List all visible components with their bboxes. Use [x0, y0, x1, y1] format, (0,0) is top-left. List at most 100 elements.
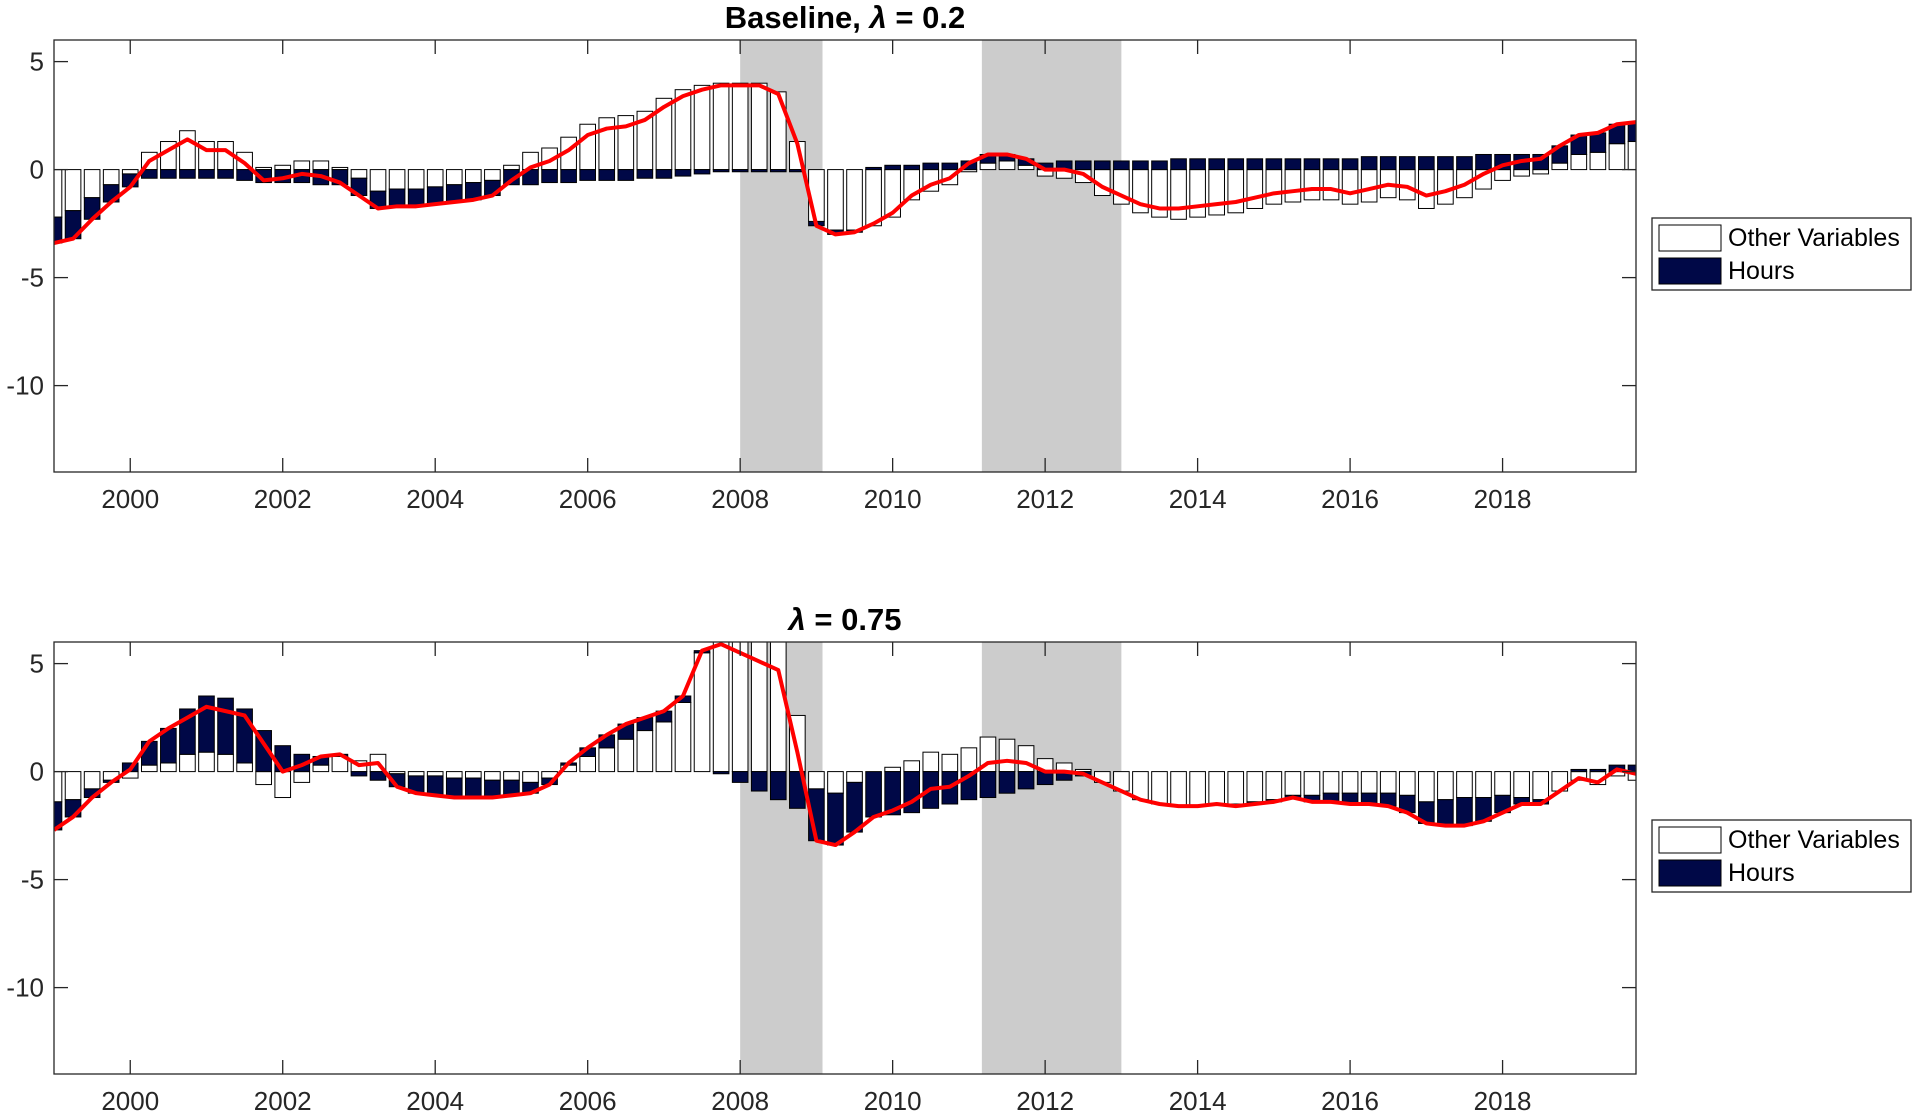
legend: Other Variables Hours [1651, 217, 1912, 291]
hours-bar [1475, 153, 1492, 171]
other-variables-bar [1284, 169, 1302, 203]
x-tick-label: 2000 [101, 484, 159, 514]
other-variables-bar [1227, 771, 1245, 805]
x-tick-label: 2014 [1169, 484, 1227, 514]
other-variables-bar [1398, 771, 1416, 796]
other-variables-bar [579, 755, 597, 773]
hours-bar [1627, 764, 1636, 773]
other-variables-bar [236, 762, 253, 773]
hours-bar [217, 697, 234, 755]
x-tick-label: 2008 [711, 1086, 769, 1113]
hours-bar [769, 169, 787, 173]
hours-bar [160, 169, 177, 179]
hours-bar [1379, 156, 1397, 171]
legend-swatch-other-variables [1658, 224, 1722, 252]
x-tick-label: 2016 [1321, 1086, 1379, 1113]
hours-bar [1303, 158, 1321, 171]
other-variables-bar [426, 771, 444, 777]
other-variables-bar [750, 82, 768, 171]
hours-bar [1456, 156, 1473, 171]
hours-bar [865, 771, 882, 818]
other-variables-bar [1437, 169, 1454, 205]
hours-bar [1113, 160, 1130, 171]
other-variables-bar [1685, 137, 1701, 169]
other-variables-bar [865, 169, 882, 227]
other-variables-bar [293, 771, 311, 783]
x-tick-label: 2018 [1474, 484, 1532, 514]
chart-title-lambda: λ [868, 0, 887, 35]
hours-bar [445, 777, 463, 799]
panel-lambda-075: 5 0 -5 -10 2000 2002 2004 2006 2008 2010 2012 2014 2… [6, 602, 1912, 1113]
hours-bar [827, 792, 844, 846]
hours-bar [655, 169, 673, 179]
other-variables-bar [846, 771, 863, 783]
hours-bar [1704, 120, 1720, 137]
other-variables-bar [1532, 771, 1550, 801]
other-variables-bar [312, 764, 330, 773]
other-variables-bar [179, 130, 196, 171]
hours-bar [198, 169, 215, 179]
other-variables-bar [884, 766, 901, 773]
other-variables-bar [1743, 772, 1759, 791]
other-variables-bar [350, 169, 368, 179]
chart-title-lambda: λ [787, 602, 806, 637]
hours-bar [731, 169, 749, 173]
other-variables-bar [217, 753, 234, 773]
other-variables-bar [1189, 169, 1206, 218]
other-variables-bar [1284, 771, 1302, 796]
hours-bar [1017, 771, 1035, 790]
other-variables-bar [1303, 771, 1321, 796]
hours-bar [1743, 761, 1759, 772]
other-variables-bar [503, 164, 520, 171]
hours-bar [236, 169, 253, 181]
other-variables-bar [64, 169, 82, 212]
hours-bar [617, 169, 635, 181]
other-variables-bar [445, 771, 463, 779]
other-variables-bar [1456, 771, 1473, 799]
x-tick-label: 2010 [864, 484, 922, 514]
hours-bar [1322, 158, 1340, 171]
hours-bar [712, 169, 730, 173]
hours-bar [598, 169, 616, 181]
hours-bar [769, 771, 787, 801]
other-variables-bar [369, 169, 387, 192]
other-variables-bar [979, 162, 997, 171]
other-variables-bar [465, 771, 482, 779]
other-variables-bar [903, 760, 921, 773]
other-variables-bar [102, 169, 120, 186]
chart-title: λ = 0.75 [787, 602, 902, 637]
other-variables-bar [1208, 169, 1225, 216]
recession-shade-2 [981, 40, 1122, 472]
hours-bar [1570, 768, 1588, 773]
other-variables-bar [617, 738, 635, 773]
legend: Other Variables Hours [1651, 819, 1912, 893]
plot-area [54, 40, 1739, 472]
hours-bar [140, 740, 158, 766]
other-variables-bar [1494, 771, 1511, 796]
x-tick-label: 2014 [1169, 1086, 1227, 1113]
other-variables-bar [1685, 772, 1701, 785]
hours-bar [1666, 120, 1682, 139]
hours-bar [1704, 759, 1720, 772]
chart-title-suffix: = 0.75 [806, 602, 902, 637]
other-variables-bar [274, 164, 292, 171]
hours-bar [1151, 160, 1168, 171]
hours-bar [1723, 759, 1739, 772]
other-variables-bar [1723, 139, 1739, 169]
other-variables-bar [1189, 771, 1206, 807]
other-variables-bar [1627, 141, 1636, 171]
hours-bar [426, 775, 444, 796]
other-variables-bar [407, 771, 425, 777]
other-variables-bar [198, 751, 215, 773]
hours-bar [1189, 158, 1206, 171]
other-variables-bar [998, 738, 1016, 773]
other-variables-bar [1418, 771, 1435, 803]
hours-bar [1589, 768, 1607, 773]
other-variables-bar [1666, 772, 1682, 785]
hours-bar [674, 169, 692, 177]
hours-bar [369, 771, 387, 781]
other-variables-bar [1017, 164, 1035, 171]
hours-bar [1456, 797, 1473, 827]
other-variables-bar [769, 642, 787, 773]
